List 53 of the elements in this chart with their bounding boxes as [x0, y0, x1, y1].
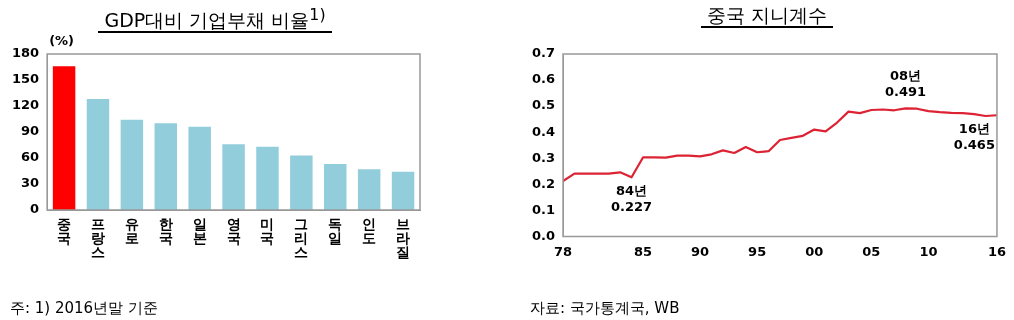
x-tick-label: 85 — [633, 243, 653, 259]
x-tick-label: 한국 — [158, 215, 173, 246]
y-tick-label: 0.2 — [532, 175, 556, 191]
x-tick-label: 그리스 — [294, 215, 309, 260]
x-tick-label: 브라질 — [396, 215, 411, 260]
x-tick-label: 독일 — [328, 215, 343, 246]
annotation: 84년 0.227 — [610, 182, 653, 214]
x-tick-label: 05 — [862, 243, 881, 259]
y-tick-label: 0.0 — [532, 227, 556, 243]
bar — [222, 144, 245, 210]
bar — [188, 126, 211, 210]
y-tick-label: 30 — [21, 175, 40, 191]
bar — [290, 155, 313, 210]
annotation: 16년 0.465 — [953, 120, 995, 152]
x-tick-label: 미국 — [260, 215, 275, 246]
bar — [391, 171, 415, 210]
chart-title: GDP대비 기업부채 비율$^{1)}$ — [103, 5, 327, 34]
text: 주: 1) 2016년말 기준 — [10, 299, 158, 318]
y-tick-label: 180 — [12, 45, 40, 61]
bar — [357, 169, 381, 210]
x-tick-label: 78 — [553, 243, 573, 259]
bar — [324, 164, 347, 210]
x-tick-label: 95 — [748, 243, 767, 259]
x-tick-label: 일본 — [192, 215, 207, 246]
x-tick-label: 영국 — [226, 215, 241, 246]
x-tick-label: 유로 — [124, 215, 139, 246]
bar — [154, 123, 178, 210]
y-tick-label: 60 — [21, 149, 40, 165]
bar — [52, 66, 76, 210]
bar — [86, 99, 110, 210]
y-tick-label: 0.1 — [532, 201, 556, 217]
y-tick-label: 0.3 — [532, 149, 556, 165]
y-tick-label: 90 — [21, 123, 40, 139]
x-tick-label: 프랑스 — [90, 215, 105, 260]
y-tick-label: 0 — [30, 201, 40, 217]
annotation: 08년 0.491 — [885, 67, 927, 99]
y-tick-label: 0.6 — [532, 71, 556, 87]
x-tick-label: 인도 — [362, 215, 377, 246]
x-tick-label: 중국 — [57, 215, 72, 246]
bar — [120, 119, 144, 210]
y-axis-title: (%) — [49, 32, 75, 48]
y-tick-label: 0.5 — [532, 97, 556, 113]
y-tick-label: 150 — [12, 71, 40, 87]
x-tick-label: 90 — [691, 243, 710, 259]
y-tick-label: 0.7 — [532, 45, 556, 61]
y-tick-label: 120 — [12, 97, 40, 113]
text: 자료: 국가통계국, WB — [530, 299, 680, 318]
x-tick-label: 16 — [987, 243, 1006, 259]
bar — [256, 146, 279, 210]
x-tick-label: 00 — [805, 243, 824, 259]
chart-title: 중국 지니계수 — [700, 4, 834, 28]
y-tick-label: 0.4 — [532, 123, 556, 139]
x-tick-label: 10 — [919, 243, 938, 259]
